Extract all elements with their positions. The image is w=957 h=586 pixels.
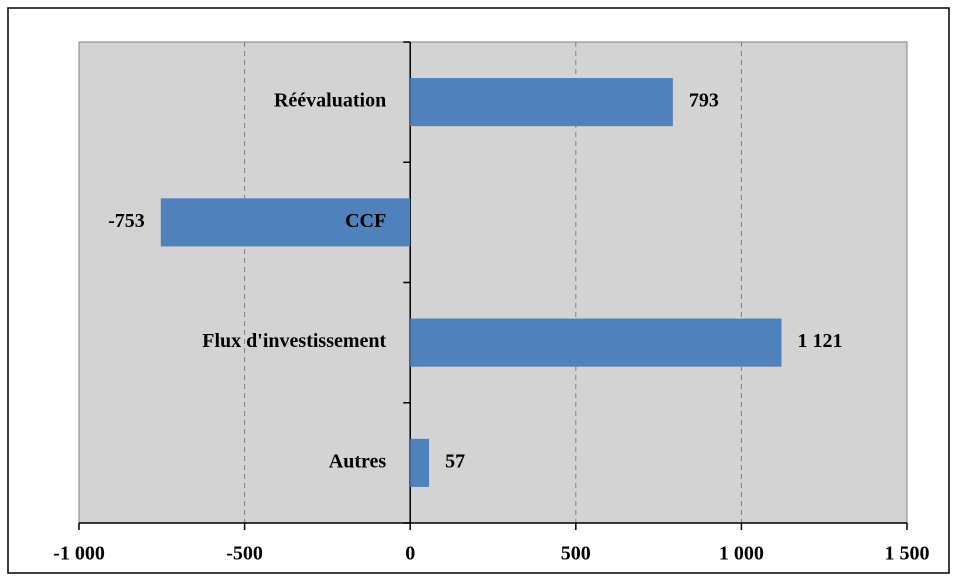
- category-label: Réévaluation: [274, 90, 386, 112]
- x-tick-label: 1 500: [885, 543, 930, 565]
- value-label: -753: [108, 210, 145, 232]
- category-label: Flux d'investissement: [202, 330, 386, 352]
- x-tick-label: 0: [405, 543, 415, 565]
- bar: [410, 318, 782, 367]
- x-tick-label: -500: [226, 543, 263, 565]
- value-label: 1 121: [797, 330, 842, 352]
- bar: [160, 198, 411, 247]
- bar: [410, 78, 673, 127]
- value-label: 793: [689, 90, 719, 112]
- x-tick-label: 1 000: [719, 543, 764, 565]
- category-label: Autres: [329, 450, 387, 472]
- value-label: 57: [445, 450, 465, 472]
- x-tick-label: -1 000: [53, 543, 105, 565]
- x-tick-label: 500: [561, 543, 591, 565]
- category-label: CCF: [345, 210, 386, 232]
- bar: [410, 438, 430, 487]
